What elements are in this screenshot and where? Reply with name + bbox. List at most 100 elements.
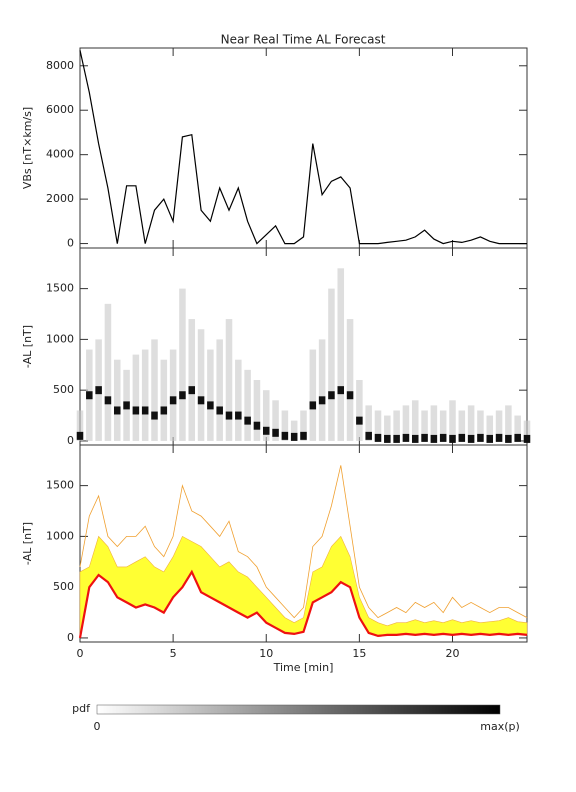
pdf-peak: [216, 406, 223, 415]
y-tick-label: 4000: [46, 148, 74, 161]
pdf-peak: [374, 433, 382, 442]
pdf-peak: [486, 434, 494, 443]
x-tick-label: 10: [259, 647, 273, 660]
pdf-peak: [207, 401, 214, 410]
y-tick-label: 6000: [46, 103, 74, 116]
y-tick-label: 8000: [46, 59, 74, 72]
data-line: [79, 50, 527, 245]
pdf-spread: [430, 405, 438, 441]
pdf-peak: [300, 431, 307, 440]
colorbar-max: max(p): [480, 720, 520, 733]
forecast-band: [79, 535, 528, 638]
pdf-peak: [467, 434, 475, 443]
pdf-peak: [318, 396, 326, 405]
pdf-peak: [421, 433, 428, 442]
median-line: [78, 569, 528, 639]
pdf-spread: [318, 339, 326, 441]
y-axis-label: -AL [nT]: [21, 522, 34, 565]
pdf-peak: [337, 386, 345, 395]
pdf-spread: [309, 349, 317, 441]
pdf-spread: [197, 329, 205, 441]
pdf-spread: [169, 349, 177, 441]
pdf-peak: [197, 396, 205, 405]
pdf-spread: [523, 420, 531, 441]
pdf-peak: [393, 434, 400, 443]
pdf-spread: [141, 349, 149, 441]
pdf-spread: [235, 359, 242, 441]
pdf-spread: [458, 410, 466, 441]
colorbar-label: pdf: [72, 702, 91, 715]
pdf-spread: [188, 319, 196, 441]
pdf-peak: [328, 391, 335, 400]
y-axis-label: -AL [nT]: [21, 325, 34, 368]
pdf-spread: [505, 405, 512, 441]
pdf-peak: [272, 428, 279, 437]
pdf-peak: [132, 406, 140, 415]
pdf-spread: [132, 354, 140, 441]
panel-frame: [79, 444, 528, 643]
pdf-spread: [402, 405, 410, 441]
pdf-peak: [262, 426, 270, 435]
pdf-peak: [160, 406, 168, 415]
y-tick-label: 0: [67, 237, 74, 250]
x-tick-label: 5: [170, 647, 177, 660]
pdf-peak: [523, 434, 531, 443]
pdf-peak: [346, 391, 354, 400]
pdf-peak: [309, 401, 317, 410]
pdf-peak: [86, 391, 93, 400]
chart-title: Near Real Time AL Forecast: [221, 33, 386, 47]
pdf-spread: [207, 349, 214, 441]
y-tick-label: 500: [53, 383, 74, 396]
pdf-spread: [384, 415, 391, 441]
pdf-peak: [95, 386, 102, 395]
y-tick-label: 0: [67, 631, 74, 644]
pdf-spread: [225, 319, 233, 441]
pdf-spread: [514, 415, 521, 441]
pdf-spread: [113, 359, 121, 441]
pdf-peak: [253, 421, 261, 430]
pdf-spread: [374, 410, 382, 441]
y-axis-label: VBs [nT×km/s]: [21, 107, 34, 189]
pdf-spread: [244, 369, 251, 441]
pdf-spread: [449, 400, 456, 441]
pdf-peak: [104, 396, 112, 405]
pdf-peak: [113, 406, 121, 415]
pdf-peak: [169, 396, 177, 405]
pdf-spread: [346, 319, 354, 441]
pdf-spread: [281, 410, 289, 441]
pdf-peak: [225, 411, 233, 420]
pdf-peak: [356, 416, 363, 425]
x-tick-label: 20: [446, 647, 460, 660]
pdf-peak: [477, 433, 484, 442]
pdf-peak: [449, 434, 456, 443]
pdf-peak: [290, 432, 298, 441]
pdf-peak: [439, 433, 447, 442]
pdf-peak: [188, 386, 196, 395]
x-tick-label: 0: [77, 647, 84, 660]
pdf-peak: [76, 431, 84, 440]
pdf-spread: [160, 359, 168, 441]
pdf-peak: [402, 433, 410, 442]
pdf-peak: [411, 434, 419, 443]
pdf-spread: [179, 288, 186, 441]
pdf-spread: [328, 288, 335, 441]
pdf-peak: [458, 433, 466, 442]
pdf-spread: [495, 410, 503, 441]
pdf-peak: [244, 416, 251, 425]
max-line: [79, 465, 528, 619]
pdf-spread: [300, 410, 307, 441]
pdf-spread: [104, 303, 112, 441]
pdf-peak: [514, 433, 521, 442]
pdf-peak: [179, 391, 186, 400]
y-tick-label: 2000: [46, 192, 74, 205]
pdf-spread: [262, 390, 270, 441]
pdf-spread: [216, 339, 223, 441]
pdf-spread: [151, 339, 158, 441]
pdf-spread: [411, 400, 419, 441]
pdf-spread: [365, 405, 372, 441]
pdf-peak: [384, 434, 391, 443]
pdf-peak: [430, 434, 438, 443]
colorbar: [96, 704, 501, 715]
y-tick-label: 1000: [46, 529, 74, 542]
pdf-spread: [253, 380, 261, 441]
